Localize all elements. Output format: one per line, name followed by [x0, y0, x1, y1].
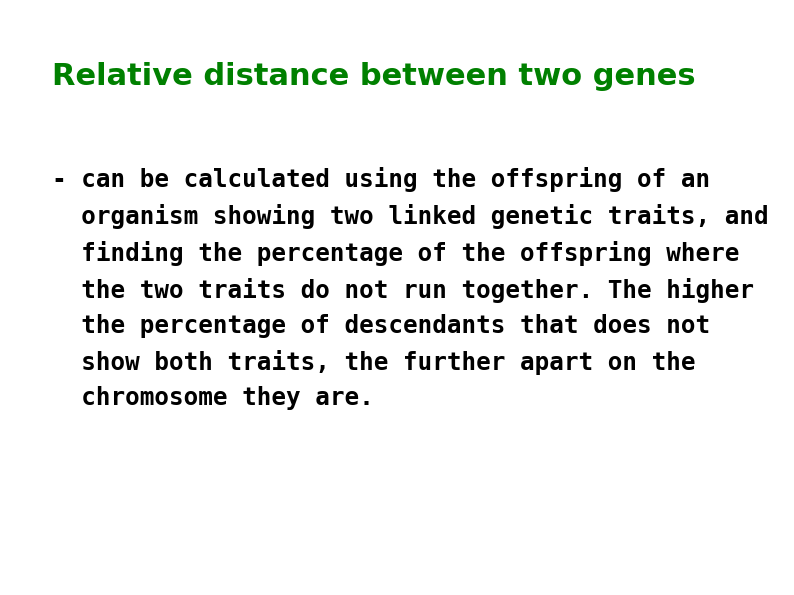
Text: - can be calculated using the offspring of an
  organism showing two linked gene: - can be calculated using the offspring …	[52, 167, 769, 411]
Text: Relative distance between two genes: Relative distance between two genes	[52, 62, 696, 92]
